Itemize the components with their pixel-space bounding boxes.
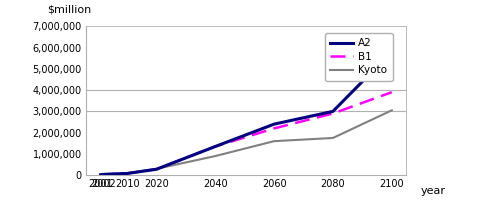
Kyoto [124,172,130,174]
B1 [124,172,130,175]
Kyoto [389,109,395,112]
Kyoto [330,137,336,139]
Kyoto [153,168,159,170]
A2 [153,168,159,171]
Kyoto [98,173,103,176]
Line: Kyoto: Kyoto [100,110,392,175]
A2 [330,110,336,113]
B1 [101,173,107,176]
A2 [98,173,103,176]
A2 [124,172,130,175]
A2 [212,145,218,148]
B1 [389,91,395,94]
B1 [271,127,277,130]
Text: year: year [421,185,445,196]
A2 [389,51,395,53]
Line: B1: B1 [100,92,392,175]
Legend: A2, B1, Kyoto: A2, B1, Kyoto [325,33,392,81]
Text: $million: $million [48,4,92,14]
B1 [153,168,159,171]
Line: A2: A2 [100,52,392,175]
A2 [101,173,107,176]
A2 [271,123,277,125]
Kyoto [101,173,107,176]
B1 [212,145,218,148]
B1 [98,173,103,176]
B1 [330,112,336,115]
Kyoto [271,140,277,143]
Kyoto [212,155,218,157]
